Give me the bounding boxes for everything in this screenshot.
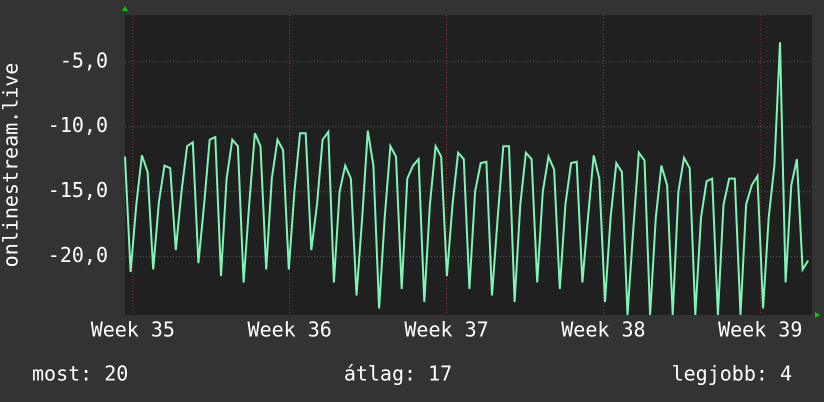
x-tick-label: Week 38 — [561, 318, 645, 342]
y-tick-label: -10,0 — [48, 113, 108, 137]
stat-current: most: 20 — [32, 362, 128, 386]
stat-best: legjobb: 4 — [672, 362, 792, 386]
axis-arrow — [122, 6, 128, 11]
x-tick-label: Week 39 — [718, 318, 802, 342]
y-axis-label: onlinestream.live — [0, 63, 23, 268]
stat-average: átlag: 17 — [344, 362, 452, 386]
axis-arrow — [815, 312, 820, 318]
y-tick-label: -15,0 — [48, 178, 108, 202]
y-tick-label: -5,0 — [60, 48, 108, 72]
x-tick-label: Week 35 — [91, 318, 175, 342]
y-tick-label: -20,0 — [48, 243, 108, 267]
x-tick-label: Week 37 — [404, 318, 488, 342]
marks — [124, 42, 810, 316]
x-tick-label: Week 36 — [248, 318, 332, 342]
data-line — [124, 42, 810, 316]
